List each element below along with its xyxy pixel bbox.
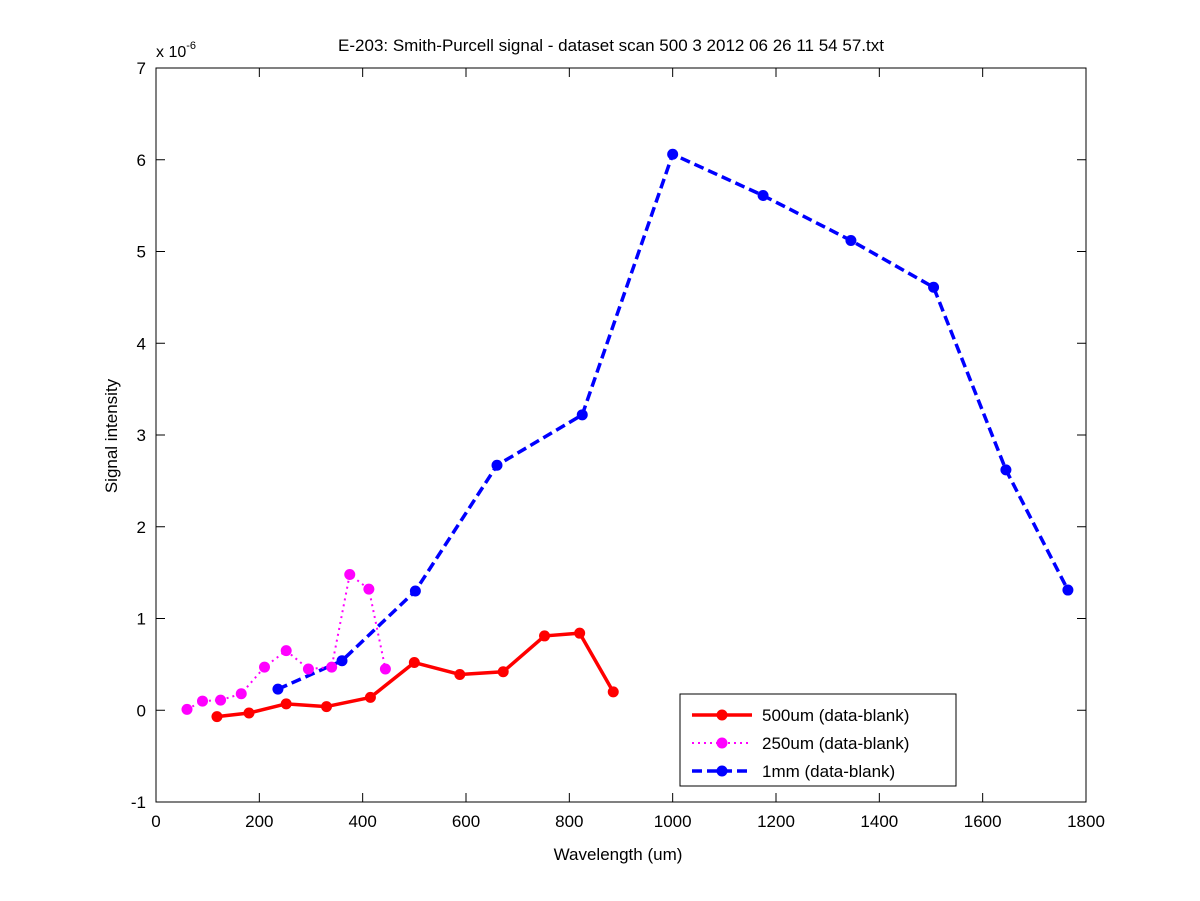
legend-marker [716,765,728,777]
data-point [1000,464,1012,476]
y-axis-label: Signal intensity [102,378,121,493]
data-point [379,663,391,675]
data-point [409,585,421,597]
legend-label: 1mm (data-blank) [762,762,895,781]
data-point [1062,584,1074,596]
y-tick-label: -1 [131,793,146,812]
data-point [576,409,588,421]
x-tick-label: 400 [348,812,376,831]
x-tick-label: 1600 [964,812,1002,831]
legend-label: 250um (data-blank) [762,734,909,753]
y-tick-label: 5 [137,243,146,262]
data-point [336,655,348,667]
series-2 [272,148,1074,695]
y-tick-label: 7 [137,59,146,78]
data-point [259,661,270,673]
data-point [607,686,619,698]
chart-title: E-203: Smith-Purcell signal - dataset sc… [338,36,884,55]
axis-ticks: 0 200 400 600 800 1000 1200 1400 1600 1800 -1 0 1 2 3 4… [131,59,1105,831]
y-multiplier-base: x 10 [156,44,186,61]
series-0 [211,627,619,723]
data-point [181,703,193,715]
legend-entry-0: 500um (data-blank) [692,706,909,725]
y-tick-label: 3 [137,426,146,445]
data-point [326,661,338,673]
data-point [235,688,247,700]
x-tick-label: 800 [555,812,583,831]
data-point [211,711,223,723]
series-layer [181,148,1074,723]
data-point [497,666,509,678]
series-line [216,631,615,719]
y-axis-multiplier: x 10-6 [156,40,196,61]
series-line [277,152,1070,691]
data-point [280,698,292,710]
x-tick-label: 1800 [1067,812,1105,831]
legend-label: 500um (data-blank) [762,706,909,725]
data-point [928,281,940,293]
data-point [363,583,375,595]
y-tick-label: 4 [137,334,146,353]
data-point [243,707,255,719]
y-tick-label: 0 [137,701,146,720]
data-point [491,459,503,471]
x-axis-label: Wavelength (um) [554,845,683,864]
x-tick-label: 1200 [757,812,795,831]
series-line [186,573,387,711]
data-point [215,694,227,706]
data-point [574,627,586,639]
x-tick-label: 1400 [860,812,898,831]
data-point [197,695,208,707]
data-point [344,568,356,580]
data-point [757,190,769,202]
data-point [539,630,551,642]
data-point [667,148,679,160]
x-tick-label: 600 [452,812,480,831]
x-tick-label: 200 [245,812,273,831]
plot-area-frame [155,67,1087,803]
data-point [454,668,466,680]
x-tick-label: 1000 [654,812,692,831]
y-tick-label: 6 [137,151,146,170]
y-tick-label: 2 [137,518,146,537]
data-point [302,663,314,675]
legend-entry-2: 1mm (data-blank) [692,762,895,781]
y-multiplier-exponent: -6 [186,40,196,52]
data-point [272,683,284,695]
y-tick-label: 1 [137,610,146,629]
data-point [408,657,420,669]
data-point [364,691,376,703]
data-point [845,234,857,246]
data-point [280,645,292,657]
legend: 500um (data-blank) 250um (data-blank) 1mm … [679,693,957,787]
legend-items: 500um (data-blank) 250um (data-blank) 1mm … [692,706,909,781]
series-1 [181,568,391,715]
x-tick-label: 0 [151,812,160,831]
legend-marker [716,709,728,721]
legend-marker [716,737,728,749]
legend-entry-1: 250um (data-blank) [692,734,909,753]
data-point [321,701,332,713]
